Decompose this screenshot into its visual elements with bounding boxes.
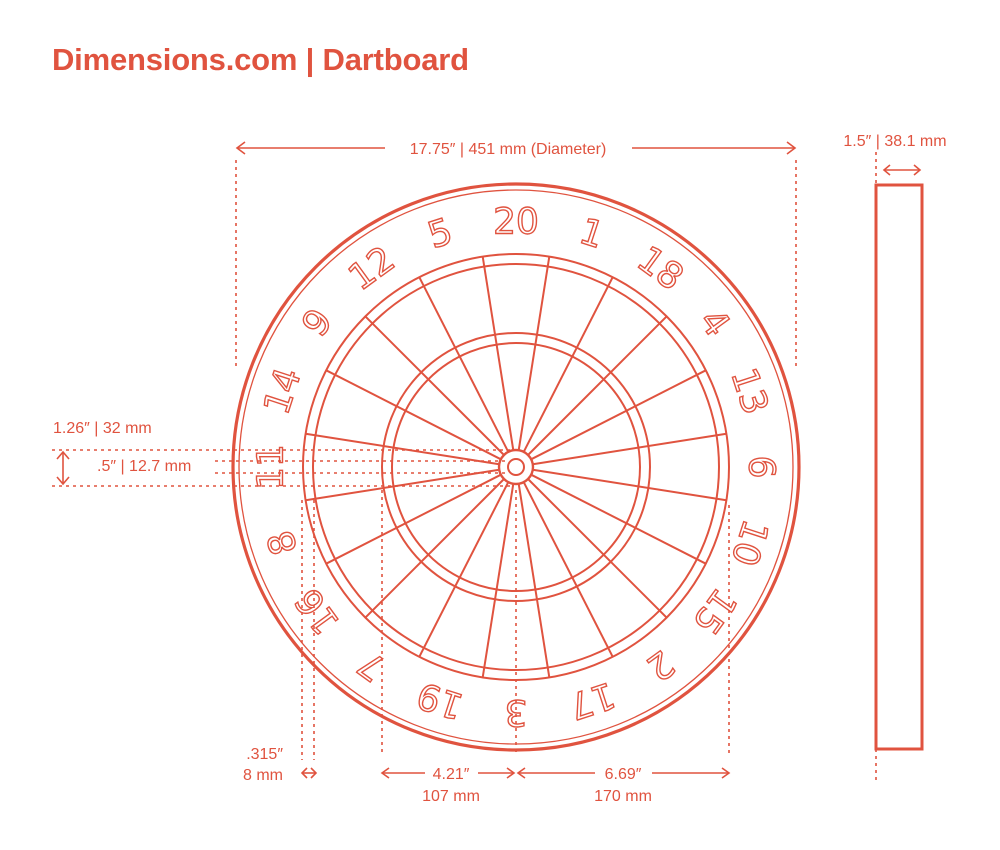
- depth-arrow-left: [882, 164, 891, 176]
- board-number-13: 13: [722, 363, 775, 419]
- sector-wire: [522, 276, 614, 453]
- sector-wire: [305, 468, 500, 502]
- double-arrow-right: [721, 767, 731, 779]
- depth-arrow-right: [913, 164, 922, 176]
- wire-arrow-right: [310, 767, 318, 779]
- bull-inner-label: .5″ | 12.7 mm: [97, 458, 191, 475]
- sector-wire: [527, 315, 668, 456]
- bull-arrow-top: [56, 450, 70, 460]
- sector-wire: [532, 468, 727, 502]
- double-radius-in-label: 6.69″: [605, 766, 642, 783]
- diameter-arrow-left: [235, 141, 246, 155]
- side-view-board: [874, 183, 924, 751]
- board-number-17: 17: [564, 673, 620, 726]
- sector-wire: [418, 481, 510, 658]
- board-number-6: 6: [741, 456, 782, 479]
- outer-bull: [497, 448, 535, 486]
- board-number-5: 5: [423, 211, 457, 257]
- board-number-16: 16: [288, 580, 348, 641]
- board-number-15: 15: [684, 580, 744, 641]
- treble-arrow-left: [380, 767, 390, 779]
- sector-wire: [364, 315, 505, 456]
- board-number-2: 2: [639, 642, 682, 689]
- board-number-7: 7: [351, 642, 394, 689]
- board-number-12: 12: [341, 239, 402, 299]
- double-arrow-left: [516, 767, 526, 779]
- wire-width-in-label: .315″: [246, 746, 283, 763]
- sector-wire: [532, 432, 727, 466]
- diameter-label: 17.75″ | 451 mm (Diameter): [410, 141, 607, 158]
- board-number-4: 4: [691, 302, 738, 345]
- treble-arrow-right: [506, 767, 516, 779]
- treble-ring-outer: [381, 332, 651, 602]
- board-number-11: 11: [251, 444, 292, 490]
- bull-arrow-bottom: [56, 476, 70, 486]
- sector-wire: [530, 473, 707, 565]
- board-number-8: 8: [260, 525, 306, 559]
- sector-wire: [325, 473, 502, 565]
- inner-bull: [507, 458, 525, 476]
- treble-radius-in-label: 4.21″: [433, 766, 470, 783]
- board-number-9: 9: [294, 302, 341, 345]
- sector-wire: [517, 256, 551, 451]
- diameter-arrow-right: [786, 141, 797, 155]
- board-number-14: 14: [256, 363, 309, 419]
- double-radius-mm-label: 170 mm: [594, 788, 652, 805]
- board-number-1: 1: [574, 211, 608, 257]
- sector-wire: [530, 369, 707, 461]
- double-ring-inner: [312, 263, 720, 671]
- board-number-10: 10: [722, 515, 775, 571]
- depth-label: 1.5″ | 38.1 mm: [843, 133, 946, 150]
- board-number-19: 19: [412, 673, 468, 726]
- sector-wire: [481, 256, 515, 451]
- board-number-20: 20: [493, 202, 539, 243]
- sector-wire: [522, 481, 614, 658]
- board-number-18: 18: [629, 239, 690, 299]
- sector-wire: [418, 276, 510, 453]
- wire-arrow-left: [300, 767, 308, 779]
- wire-width-mm-label: 8 mm: [243, 767, 283, 784]
- page-title: Dimensions.com | Dartboard: [52, 42, 469, 77]
- sector-wire: [364, 478, 505, 619]
- sector-wire: [517, 483, 551, 678]
- sector-wire: [305, 432, 500, 466]
- board-number-3: 3: [505, 692, 528, 733]
- bull-outer-label: 1.26″ | 32 mm: [53, 420, 152, 437]
- sector-wire: [481, 483, 515, 678]
- treble-radius-mm-label: 107 mm: [422, 788, 480, 805]
- sector-wire: [325, 369, 502, 461]
- sector-wire: [527, 478, 668, 619]
- sector-wires: [305, 256, 727, 678]
